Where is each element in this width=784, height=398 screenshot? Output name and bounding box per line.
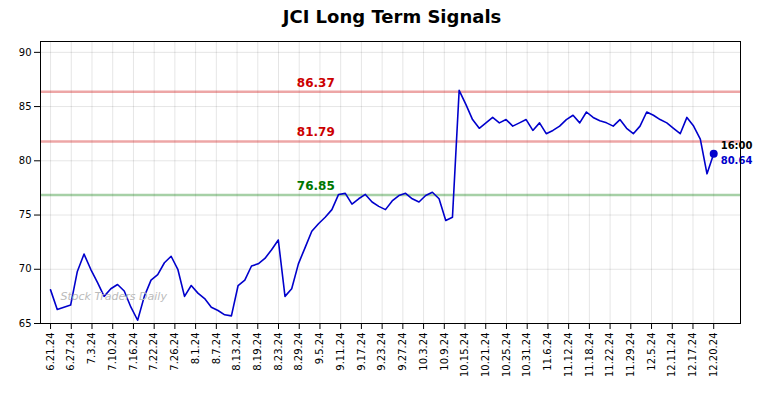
svg-text:7.26.24: 7.26.24 bbox=[169, 333, 180, 371]
svg-text:7.10.24: 7.10.24 bbox=[107, 333, 118, 371]
svg-text:8.13.24: 8.13.24 bbox=[231, 333, 242, 371]
svg-text:76.85: 76.85 bbox=[297, 179, 335, 193]
svg-text:11.29.24: 11.29.24 bbox=[625, 333, 636, 378]
svg-text:9.5.24: 9.5.24 bbox=[314, 333, 325, 365]
svg-text:7.16.24: 7.16.24 bbox=[128, 333, 139, 371]
svg-text:80.64: 80.64 bbox=[721, 155, 753, 166]
html-text:JCI Long Term Signals: JCI Long Term Signals bbox=[282, 6, 502, 27]
svg-text:9.23.24: 9.23.24 bbox=[376, 333, 387, 371]
svg-text:65: 65 bbox=[19, 318, 32, 329]
svg-text:80: 80 bbox=[19, 155, 32, 166]
svg-text:10.25.24: 10.25.24 bbox=[501, 333, 512, 378]
svg-text:10.9.24: 10.9.24 bbox=[438, 333, 449, 371]
svg-text:9.17.24: 9.17.24 bbox=[356, 333, 367, 371]
svg-text:6.21.24: 6.21.24 bbox=[45, 333, 56, 371]
svg-text:8.1.24: 8.1.24 bbox=[190, 333, 201, 365]
svg-text:8.23.24: 8.23.24 bbox=[273, 333, 284, 371]
svg-text:8.19.24: 8.19.24 bbox=[252, 333, 263, 371]
svg-text:10.31.24: 10.31.24 bbox=[521, 333, 532, 378]
svg-text:9.11.24: 9.11.24 bbox=[335, 333, 346, 371]
svg-text:12.17.24: 12.17.24 bbox=[687, 333, 698, 378]
svg-text:7.22.24: 7.22.24 bbox=[148, 333, 159, 371]
svg-text:90: 90 bbox=[19, 47, 32, 58]
svg-text:11.6.24: 11.6.24 bbox=[542, 333, 553, 371]
svg-text:11.12.24: 11.12.24 bbox=[563, 333, 574, 378]
svg-text:11.22.24: 11.22.24 bbox=[604, 333, 615, 378]
svg-text:8.7.24: 8.7.24 bbox=[211, 333, 222, 365]
svg-text:16:00: 16:00 bbox=[721, 140, 753, 151]
svg-text:85: 85 bbox=[19, 101, 32, 112]
svg-text:12.20.24: 12.20.24 bbox=[708, 333, 719, 378]
svg-text:Stock Traders Daily: Stock Traders Daily bbox=[61, 290, 168, 303]
svg-text:12.5.24: 12.5.24 bbox=[646, 333, 657, 371]
svg-text:6.27.24: 6.27.24 bbox=[65, 333, 76, 371]
svg-text:12.11.24: 12.11.24 bbox=[666, 333, 677, 378]
svg-text:7.3.24: 7.3.24 bbox=[86, 333, 97, 365]
svg-text:10.21.24: 10.21.24 bbox=[480, 333, 491, 378]
svg-text:10.15.24: 10.15.24 bbox=[459, 333, 470, 378]
svg-text:10.3.24: 10.3.24 bbox=[418, 333, 429, 371]
svg-text:70: 70 bbox=[19, 263, 32, 274]
svg-text:81.79: 81.79 bbox=[297, 125, 335, 139]
svg-text:9.27.24: 9.27.24 bbox=[397, 333, 408, 371]
svg-text:86.37: 86.37 bbox=[297, 76, 335, 90]
svg-text:8.29.24: 8.29.24 bbox=[293, 333, 304, 371]
svg-text:11.18.24: 11.18.24 bbox=[584, 333, 595, 378]
svg-text:75: 75 bbox=[19, 209, 32, 220]
